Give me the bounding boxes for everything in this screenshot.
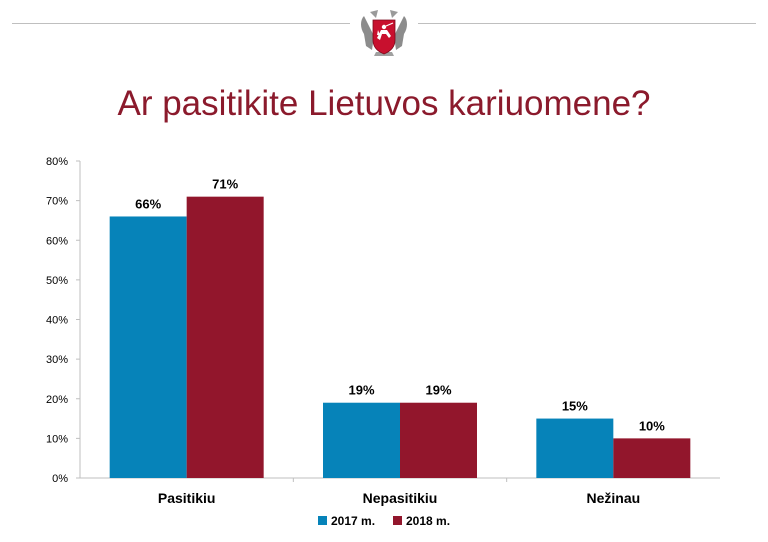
- data-label: 66%: [135, 196, 161, 211]
- bar: [613, 438, 691, 478]
- data-label: 10%: [639, 418, 665, 433]
- category-label: Nežinau: [586, 490, 640, 506]
- bar: [323, 402, 400, 478]
- y-tick-label: 40%: [46, 315, 68, 327]
- data-label: 19%: [348, 383, 374, 398]
- category-label: Nepasitikiu: [363, 490, 438, 506]
- y-tick-label: 50%: [46, 275, 68, 287]
- bar: [186, 196, 264, 478]
- header-rule-left: [12, 23, 350, 24]
- legend-swatch: [318, 516, 327, 525]
- bar: [109, 216, 187, 478]
- coat-of-arms-icon: [361, 10, 407, 56]
- chart-title: Ar pasitikite Lietuvos kariuomene?: [117, 84, 651, 123]
- bar: [536, 418, 614, 478]
- data-label: 15%: [562, 399, 588, 414]
- y-tick-label: 20%: [46, 394, 68, 406]
- legend-label: 2017 m.: [331, 514, 375, 528]
- y-tick-label: 60%: [46, 235, 68, 247]
- data-label: 71%: [212, 177, 238, 192]
- y-tick-label: 0%: [52, 473, 68, 485]
- category-label: Pasitikiu: [158, 490, 216, 506]
- legend-swatch: [393, 516, 402, 525]
- legend-label: 2018 m.: [406, 514, 450, 528]
- y-tick-label: 70%: [46, 196, 68, 208]
- data-label: 19%: [425, 383, 451, 398]
- bar: [400, 402, 477, 478]
- y-tick-label: 80%: [46, 156, 68, 168]
- y-tick-label: 10%: [46, 433, 68, 445]
- header-rule-right: [418, 23, 756, 24]
- y-tick-label: 30%: [46, 354, 68, 366]
